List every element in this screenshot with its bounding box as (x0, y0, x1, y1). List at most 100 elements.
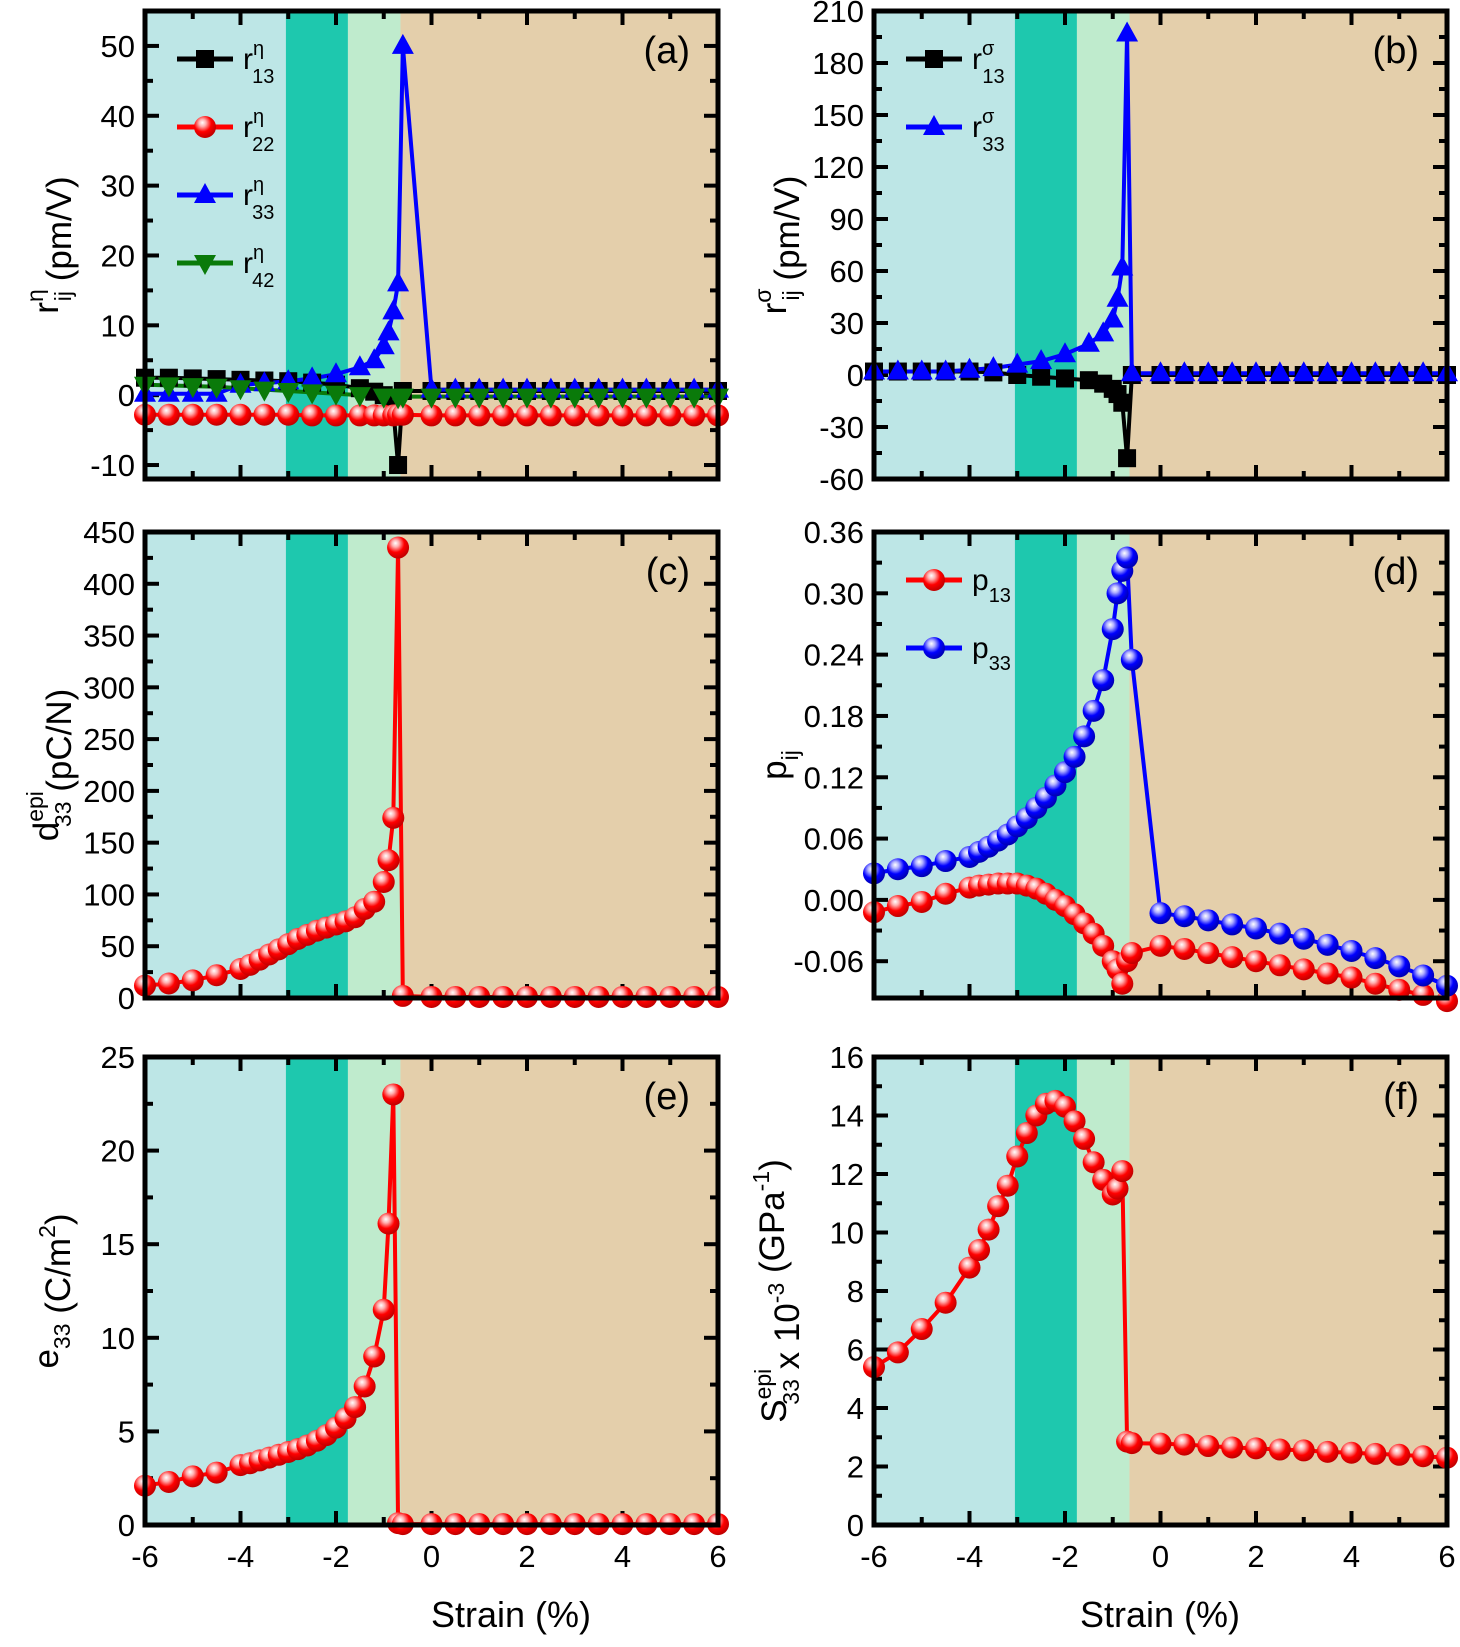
legend-marker-r33η (194, 183, 216, 203)
y-tick-label: 180 (812, 46, 864, 81)
y-tick-label: 210 (812, 0, 864, 29)
data-point-S33epi (968, 1239, 991, 1262)
data-point-r13σ (1118, 449, 1137, 468)
data-point-e33 (372, 1298, 395, 1321)
phase-region-4 (400, 1057, 718, 1525)
data-point-r22η (277, 403, 300, 426)
y-tick-label: 120 (812, 150, 864, 185)
data-point-r22η (587, 404, 610, 427)
data-point-S33epi (1149, 1432, 1172, 1455)
y-tick-label: 25 (101, 1040, 135, 1075)
x-tick-label: 6 (1438, 1539, 1455, 1574)
plot-frame (142, 1054, 721, 1528)
panel-d: -0.06 0.00 0.06 0.12 0.18 0.24 0.30 0.36 (d) pij p… (755, 515, 1458, 1013)
data-point-p33 (1412, 964, 1435, 987)
y-axis-title: e33 (C/m2) (27, 1213, 78, 1368)
data-point-r22η (683, 404, 706, 427)
data-point-r33η (382, 299, 405, 320)
y-tick-label: 0.18 (804, 699, 864, 734)
data-point-r33η (372, 334, 395, 355)
x-tick-label: -6 (131, 1539, 159, 1574)
data-point-r33η (348, 355, 371, 376)
data-point-r33σ (934, 359, 957, 380)
data-point-r42η (301, 384, 324, 405)
data-point-r33σ (1116, 21, 1139, 42)
y-tick-label: 90 (830, 202, 864, 237)
data-point-r33σ (1006, 352, 1029, 373)
data-point-r33η (301, 366, 324, 387)
data-point-r33σ (1388, 361, 1411, 382)
data-point-p13 (1268, 954, 1291, 977)
x-axis-title-left: Strain (%) (430, 1594, 592, 1635)
y-tick-label: 12 (830, 1157, 864, 1192)
y-tick-label: 150 (83, 826, 135, 861)
data-point-S33epi (1197, 1435, 1220, 1458)
data-point-S33epi (1268, 1438, 1291, 1461)
data-point-r22η (205, 403, 228, 426)
x-tick-label: 2 (518, 1539, 535, 1574)
legend-marker-p33 (923, 637, 945, 659)
data-point-r13σ (1113, 393, 1132, 412)
data-point-S33epi (1063, 1110, 1086, 1133)
data-point-r42η (587, 388, 610, 409)
data-point-r33η (377, 320, 400, 341)
phase-region-3 (1076, 1057, 1130, 1525)
data-point-r22η (181, 403, 204, 426)
data-point-r22η (516, 404, 538, 427)
data-point-p33 (1116, 546, 1139, 569)
data-point-S33epi (1111, 1160, 1134, 1183)
data-point-p13 (1245, 950, 1267, 973)
y-tick-label: 30 (101, 169, 135, 204)
data-point-r22η (492, 404, 515, 427)
data-point-S33epi (886, 1341, 909, 1364)
y-tick-label: 300 (83, 670, 135, 705)
data-point-r33σ (1412, 361, 1435, 382)
data-point-p13 (910, 890, 933, 913)
y-tick-label: 0.24 (804, 638, 864, 673)
data-point-r42η (325, 385, 347, 406)
x-tick-label: 2 (1247, 1539, 1264, 1574)
y-axis-title: pij (755, 750, 803, 780)
plot-frame (871, 529, 1450, 1001)
data-point-p33 (1120, 648, 1143, 671)
x-tick-label: -2 (1051, 1539, 1079, 1574)
data-point-r33σ (1120, 361, 1143, 382)
data-point-S33epi (1073, 1127, 1096, 1150)
data-point-p13 (1221, 946, 1244, 969)
y-axis-title: Sepi33 x 10-3 (GPa-1) (748, 1159, 807, 1423)
legend-label-r42η: rη 42 (243, 242, 274, 292)
data-point-p13 (1340, 966, 1363, 989)
y-tick-label: 0 (118, 1508, 135, 1543)
phase-region-1 (145, 1057, 286, 1525)
data-point-r42η (229, 380, 252, 401)
data-point-r33σ (1221, 361, 1244, 382)
data-point-r22η (539, 404, 562, 427)
legend-label-r33σ: rσ 33 (972, 106, 1005, 156)
data-point-r42η (635, 388, 658, 409)
data-point-d33epi (181, 969, 204, 992)
legend-label-r13σ: rσ 13 (972, 38, 1005, 88)
data-point-r33σ (910, 359, 933, 380)
data-point-p13 (1364, 972, 1387, 995)
data-point-r42η (659, 388, 682, 409)
data-point-r33η (387, 271, 410, 292)
data-point-p13 (1111, 972, 1134, 995)
data-point-e33 (344, 1396, 367, 1419)
panel-label: (e) (644, 1076, 690, 1118)
data-point-r42η (253, 381, 276, 402)
y-tick-label: -30 (819, 410, 864, 445)
data-point-p33 (1364, 947, 1387, 970)
data-point-e33 (363, 1345, 386, 1368)
data-point-r22η (659, 404, 682, 427)
y-tick-label: 4 (847, 1391, 864, 1426)
legend: rη 13 rη 22 rη 33 rη 42 (177, 38, 274, 292)
phase-region-1 (874, 1057, 1015, 1525)
data-point-p13 (1316, 962, 1339, 985)
y-tick-label: 20 (101, 238, 135, 273)
data-point-r33σ (1197, 361, 1220, 382)
data-point-S33epi (1221, 1436, 1244, 1459)
data-point-r42η (277, 382, 300, 403)
y-tick-label: 30 (830, 306, 864, 341)
data-point-p13 (934, 882, 957, 905)
